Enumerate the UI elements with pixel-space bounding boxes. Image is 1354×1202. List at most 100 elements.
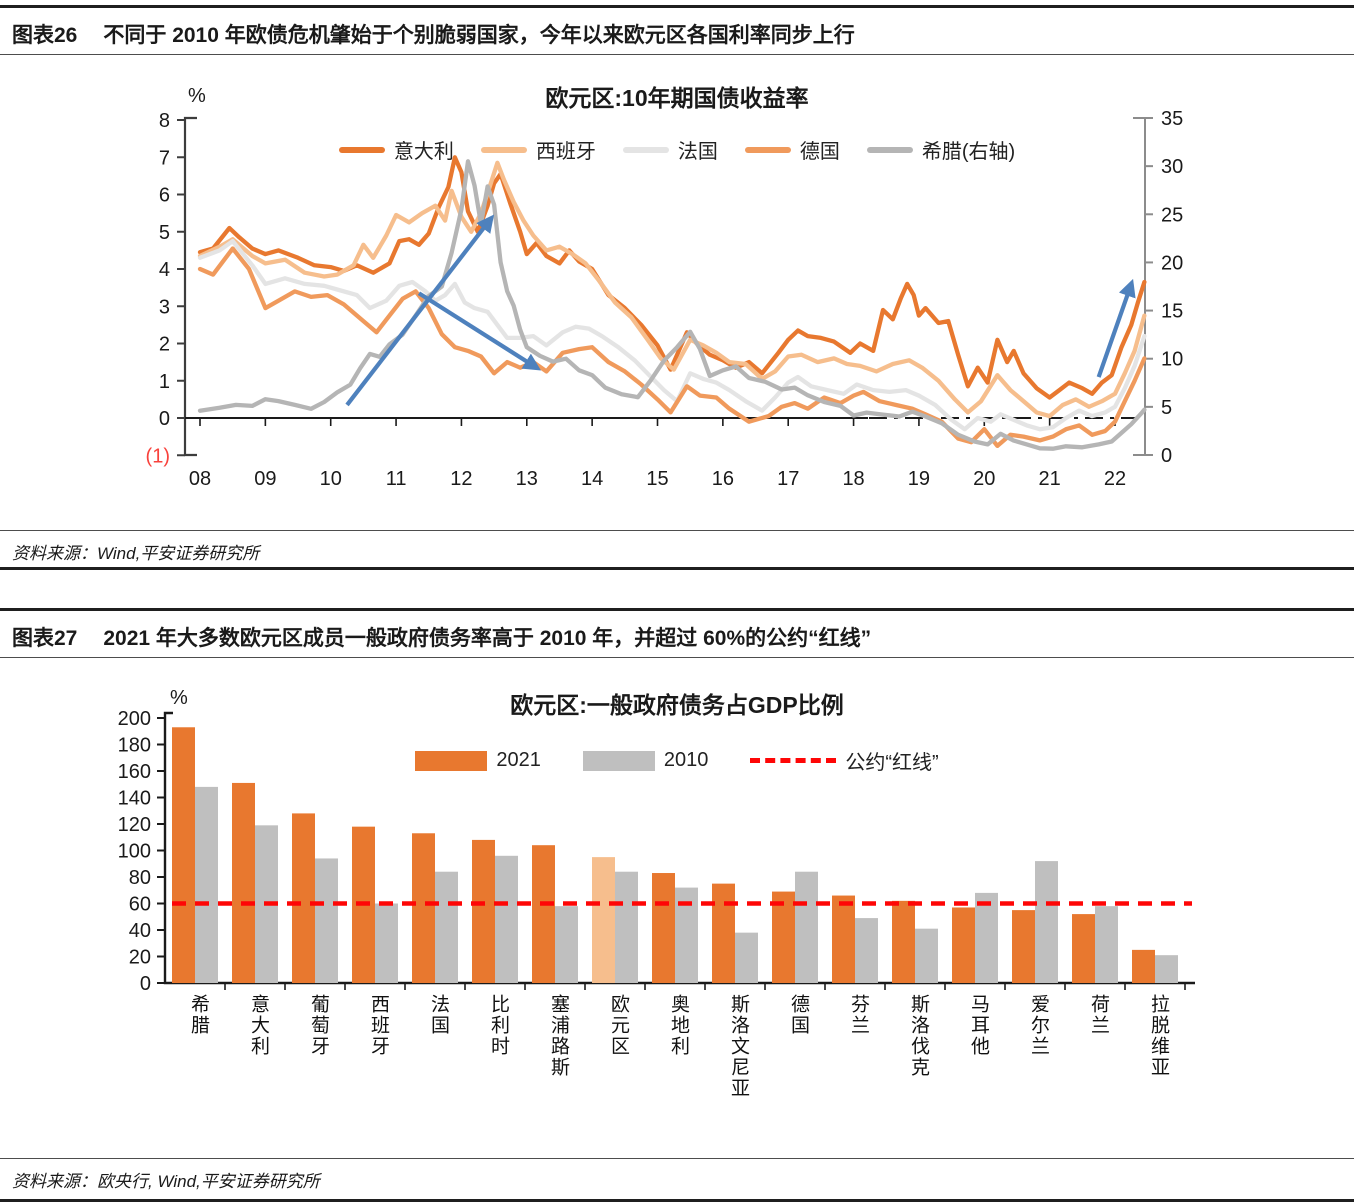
bar-2010-马耳他: [975, 892, 998, 983]
bar-2021-荷兰: [1072, 914, 1095, 983]
legend-item-spain: 西班牙: [480, 135, 596, 164]
svg-text:1: 1: [159, 371, 170, 393]
bar-2010-爱尔兰: [1035, 861, 1058, 983]
source-text: 资料来源：欧央行, Wind,平安证券研究所: [12, 1172, 320, 1191]
series-line-greece: [197, 159, 1147, 451]
svg-text:13: 13: [516, 468, 538, 490]
svg-text:160: 160: [118, 761, 151, 783]
bar-2021-奥地利: [652, 873, 675, 983]
svg-text:5: 5: [1161, 397, 1172, 419]
bar-2010-欧元区: [615, 871, 638, 983]
bar-2010-荷兰: [1095, 906, 1118, 983]
legend-item-france: 法国: [622, 135, 718, 164]
legend-swatch-2010: [582, 750, 655, 771]
legend-item-redline: 公约“红线”: [750, 746, 939, 775]
legend-swatch-germany: [744, 146, 791, 153]
svg-text:20: 20: [973, 468, 995, 490]
svg-text:200: 200: [118, 708, 151, 730]
svg-text:20: 20: [129, 947, 151, 969]
svg-text:0: 0: [159, 408, 170, 430]
svg-text:8: 8: [159, 110, 170, 132]
svg-text:18: 18: [842, 468, 864, 490]
svg-text:80: 80: [129, 867, 151, 889]
svg-text:100: 100: [118, 841, 151, 863]
legend-label-2021: 2021: [496, 749, 541, 771]
bar-2010-法国: [435, 871, 458, 983]
bar-2021-斯洛伐克: [892, 900, 915, 983]
bar-2010-奥地利: [675, 887, 698, 983]
legend-swatch-spain: [480, 146, 527, 153]
annotation-arrow-1: [345, 214, 495, 407]
legend-label-germany: 德国: [799, 141, 840, 163]
svg-text:5: 5: [159, 222, 170, 244]
bar-2010-葡萄牙: [315, 858, 338, 983]
figure-26-chart-area: 8 7 6 5 4 3 2 1 0 (1)% 35 30 25 20 15 10 5 0 08 09 10 11 12 13 1…: [0, 55, 1354, 530]
svg-text:21: 21: [1039, 468, 1061, 490]
chart-27-title: 欧元区:一般政府债务占GDP比例: [510, 692, 844, 718]
figure-26-header: 图表26 不同于 2010 年欧债危机肇始于个别脆弱国家，今年以来欧元区各国利率同…: [0, 5, 1354, 55]
legend-swatch-france: [622, 146, 669, 153]
figure-27-chart-area: 200 180 160 140 120 100 80 60 40 20 0% 希腊 意大利 葡萄牙 西班牙…: [0, 658, 1354, 1158]
figure-26-number: 图表26: [12, 24, 78, 47]
bar-2021-斯洛文尼亚: [712, 883, 735, 983]
figure-26: 图表26 不同于 2010 年欧债危机肇始于个别脆弱国家，今年以来欧元区各国利率同…: [0, 5, 1354, 570]
figure-26-source: 资料来源：Wind,平安证券研究所: [0, 530, 1354, 570]
svg-text:08: 08: [189, 468, 211, 490]
bar-2021-葡萄牙: [292, 813, 315, 983]
svg-text:0: 0: [1161, 445, 1172, 467]
bar-2021-德国: [772, 891, 795, 983]
legend-item-2010: 2010: [582, 749, 709, 772]
bar-2021-欧元区: [592, 857, 615, 983]
svg-text:15: 15: [1161, 301, 1183, 323]
svg-text:%: %: [188, 85, 206, 107]
bar-2021-芬兰: [832, 895, 855, 983]
bar-2021-比利时: [472, 839, 495, 983]
figure-27-title: 2021 年大多数欧元区成员一般政府债务率高于 2010 年，并超过 60%的公…: [103, 627, 872, 650]
figure-27-number: 图表27: [12, 627, 78, 650]
svg-text:140: 140: [118, 788, 151, 810]
legend-label-spain: 西班牙: [535, 141, 596, 163]
svg-text:0: 0: [140, 973, 151, 995]
legend-swatch-greece: [866, 146, 913, 153]
figure-27: 图表27 2021 年大多数欧元区成员一般政府债务率高于 2010 年，并超过 6…: [0, 608, 1354, 1202]
series-line-germany: [197, 246, 1147, 449]
bar-2021-爱尔兰: [1012, 910, 1035, 983]
figure-27-source: 资料来源：欧央行, Wind,平安证券研究所: [0, 1158, 1354, 1202]
legend-label-2010: 2010: [663, 749, 709, 771]
svg-text:120: 120: [118, 814, 151, 836]
bar-2010-拉脱维亚: [1155, 955, 1178, 983]
annotation-arrow-3: [1096, 278, 1136, 378]
bar-2010-德国: [795, 871, 818, 983]
svg-text:7: 7: [159, 147, 170, 169]
bar-2010-斯洛文尼亚: [735, 932, 758, 983]
bar-2021-马耳他: [952, 907, 975, 983]
svg-text:(1): (1): [146, 445, 170, 467]
figure-27-header: 图表27 2021 年大多数欧元区成员一般政府债务率高于 2010 年，并超过 6…: [0, 608, 1354, 658]
svg-text:11: 11: [386, 468, 407, 490]
bar-2010-西班牙: [375, 903, 398, 983]
svg-text:19: 19: [908, 468, 930, 490]
bar-2010-比利时: [495, 855, 518, 983]
bar-2010-芬兰: [855, 918, 878, 983]
legend-label-greece: 希腊(右轴): [921, 141, 1016, 163]
legend-item-italy: 意大利: [338, 135, 454, 164]
svg-text:2: 2: [159, 334, 170, 356]
legend-label-redline: 公约“红线”: [845, 752, 939, 774]
svg-text:20: 20: [1161, 252, 1183, 274]
svg-text:25: 25: [1161, 204, 1183, 226]
left-axis: [183, 116, 197, 457]
svg-text:10: 10: [1161, 349, 1183, 371]
svg-text:%: %: [170, 687, 188, 709]
source-text: 资料来源：Wind,平安证券研究所: [12, 544, 260, 563]
svg-text:17: 17: [777, 468, 799, 490]
svg-text:30: 30: [1161, 156, 1183, 178]
bar-2021-塞浦路斯: [532, 845, 555, 983]
bar-2010-塞浦路斯: [555, 906, 578, 983]
chart-26-legend: 意大利 西班牙 法国 德国 希腊(右轴): [0, 135, 1354, 164]
legend-swatch-2021: [415, 750, 488, 771]
legend-swatch-italy: [338, 146, 385, 153]
series-line-italy: [197, 155, 1147, 400]
